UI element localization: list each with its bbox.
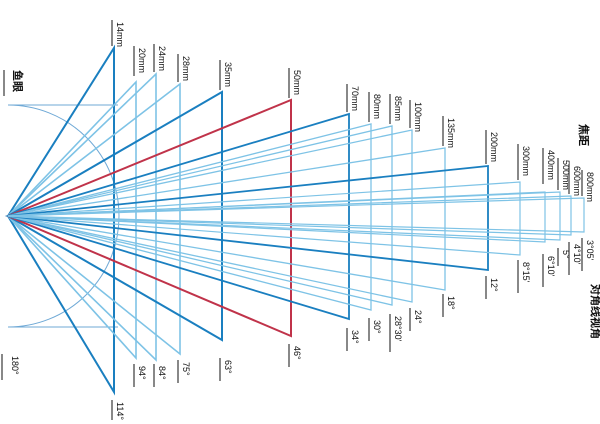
fisheye-angle-label: 180°	[10, 356, 20, 375]
lens-triangle-24mm	[6, 72, 157, 362]
focal-label-500mm: 500mm	[561, 160, 571, 190]
focal-label-200mm: 200mm	[489, 132, 499, 162]
focal-label-50mm: 50mm	[292, 70, 302, 95]
lens-triangle-70mm	[4, 112, 350, 321]
lens-triangle-50mm	[5, 98, 292, 338]
angle-label-50mm: 46°	[292, 346, 302, 360]
angle-label-135mm: 18°	[446, 296, 456, 310]
angle-label-85mm: 28°30'	[393, 316, 403, 342]
focal-label-35mm: 35mm	[223, 62, 233, 87]
angle-label-80mm: 30°	[372, 320, 382, 334]
focal-label-28mm: 28mm	[181, 56, 191, 81]
angle-label-200mm: 12°	[489, 278, 499, 292]
angle-label-500mm: 5°	[561, 250, 571, 259]
focal-label-100mm: 100mm	[413, 102, 423, 132]
lens-triangle-100mm	[7, 129, 413, 303]
angle-label-800mm: 3°05'	[585, 240, 595, 261]
focal-label-20mm: 20mm	[137, 48, 147, 73]
lens-triangle-500mm	[7, 191, 561, 241]
lens-triangle-80mm	[7, 123, 372, 311]
focal-label-14mm: 14mm	[115, 22, 125, 47]
focal-label-80mm: 80mm	[372, 94, 382, 119]
focal-label-70mm: 70mm	[350, 86, 360, 111]
lens-triangle-600mm	[7, 195, 572, 236]
focal-label-300mm: 300mm	[521, 146, 531, 176]
fisheye-title: 鱼眼	[11, 70, 25, 92]
focal-label-85mm: 85mm	[393, 96, 403, 121]
focal-label-135mm: 135mm	[446, 118, 456, 148]
angle-label-24mm: 84°	[157, 366, 167, 380]
focal-label-600mm: 600mm	[572, 166, 582, 196]
angle-label-100mm: 24°	[413, 310, 423, 324]
focal-label-24mm: 24mm	[157, 46, 167, 71]
focal-label-400mm: 400mm	[546, 150, 556, 180]
lens-triangle-800mm	[7, 197, 585, 233]
angle-label-400mm: 6°10'	[546, 256, 556, 277]
lens-group	[4, 44, 585, 396]
focal-label-800mm: 800mm	[585, 172, 595, 202]
angle-title: 对角线视角	[589, 284, 600, 339]
lens-triangle-85mm	[7, 125, 393, 306]
lens-triangle-135mm	[7, 147, 446, 291]
angle-label-70mm: 34°	[350, 330, 360, 344]
label-group: 14mm 114° 20mm 94° 24mm 84° 28mm 75° 35mm 63° 50mm…	[111, 20, 595, 420]
angle-label-35mm: 63°	[223, 360, 233, 374]
angle-label-300mm: 8°15'	[521, 262, 531, 283]
lens-triangle-300mm	[7, 181, 521, 256]
lens-triangle-28mm	[6, 82, 181, 356]
lens-triangle-35mm	[6, 90, 223, 342]
angle-label-28mm: 75°	[181, 362, 191, 376]
lens-triangle-200mm	[7, 165, 489, 272]
fisheye-arc	[7, 104, 120, 328]
angle-label-20mm: 94°	[137, 366, 147, 380]
angle-label-14mm: 114°	[115, 402, 125, 420]
angle-label-600mm: 4°10'	[572, 244, 582, 265]
focal-title: 焦距	[577, 123, 591, 146]
